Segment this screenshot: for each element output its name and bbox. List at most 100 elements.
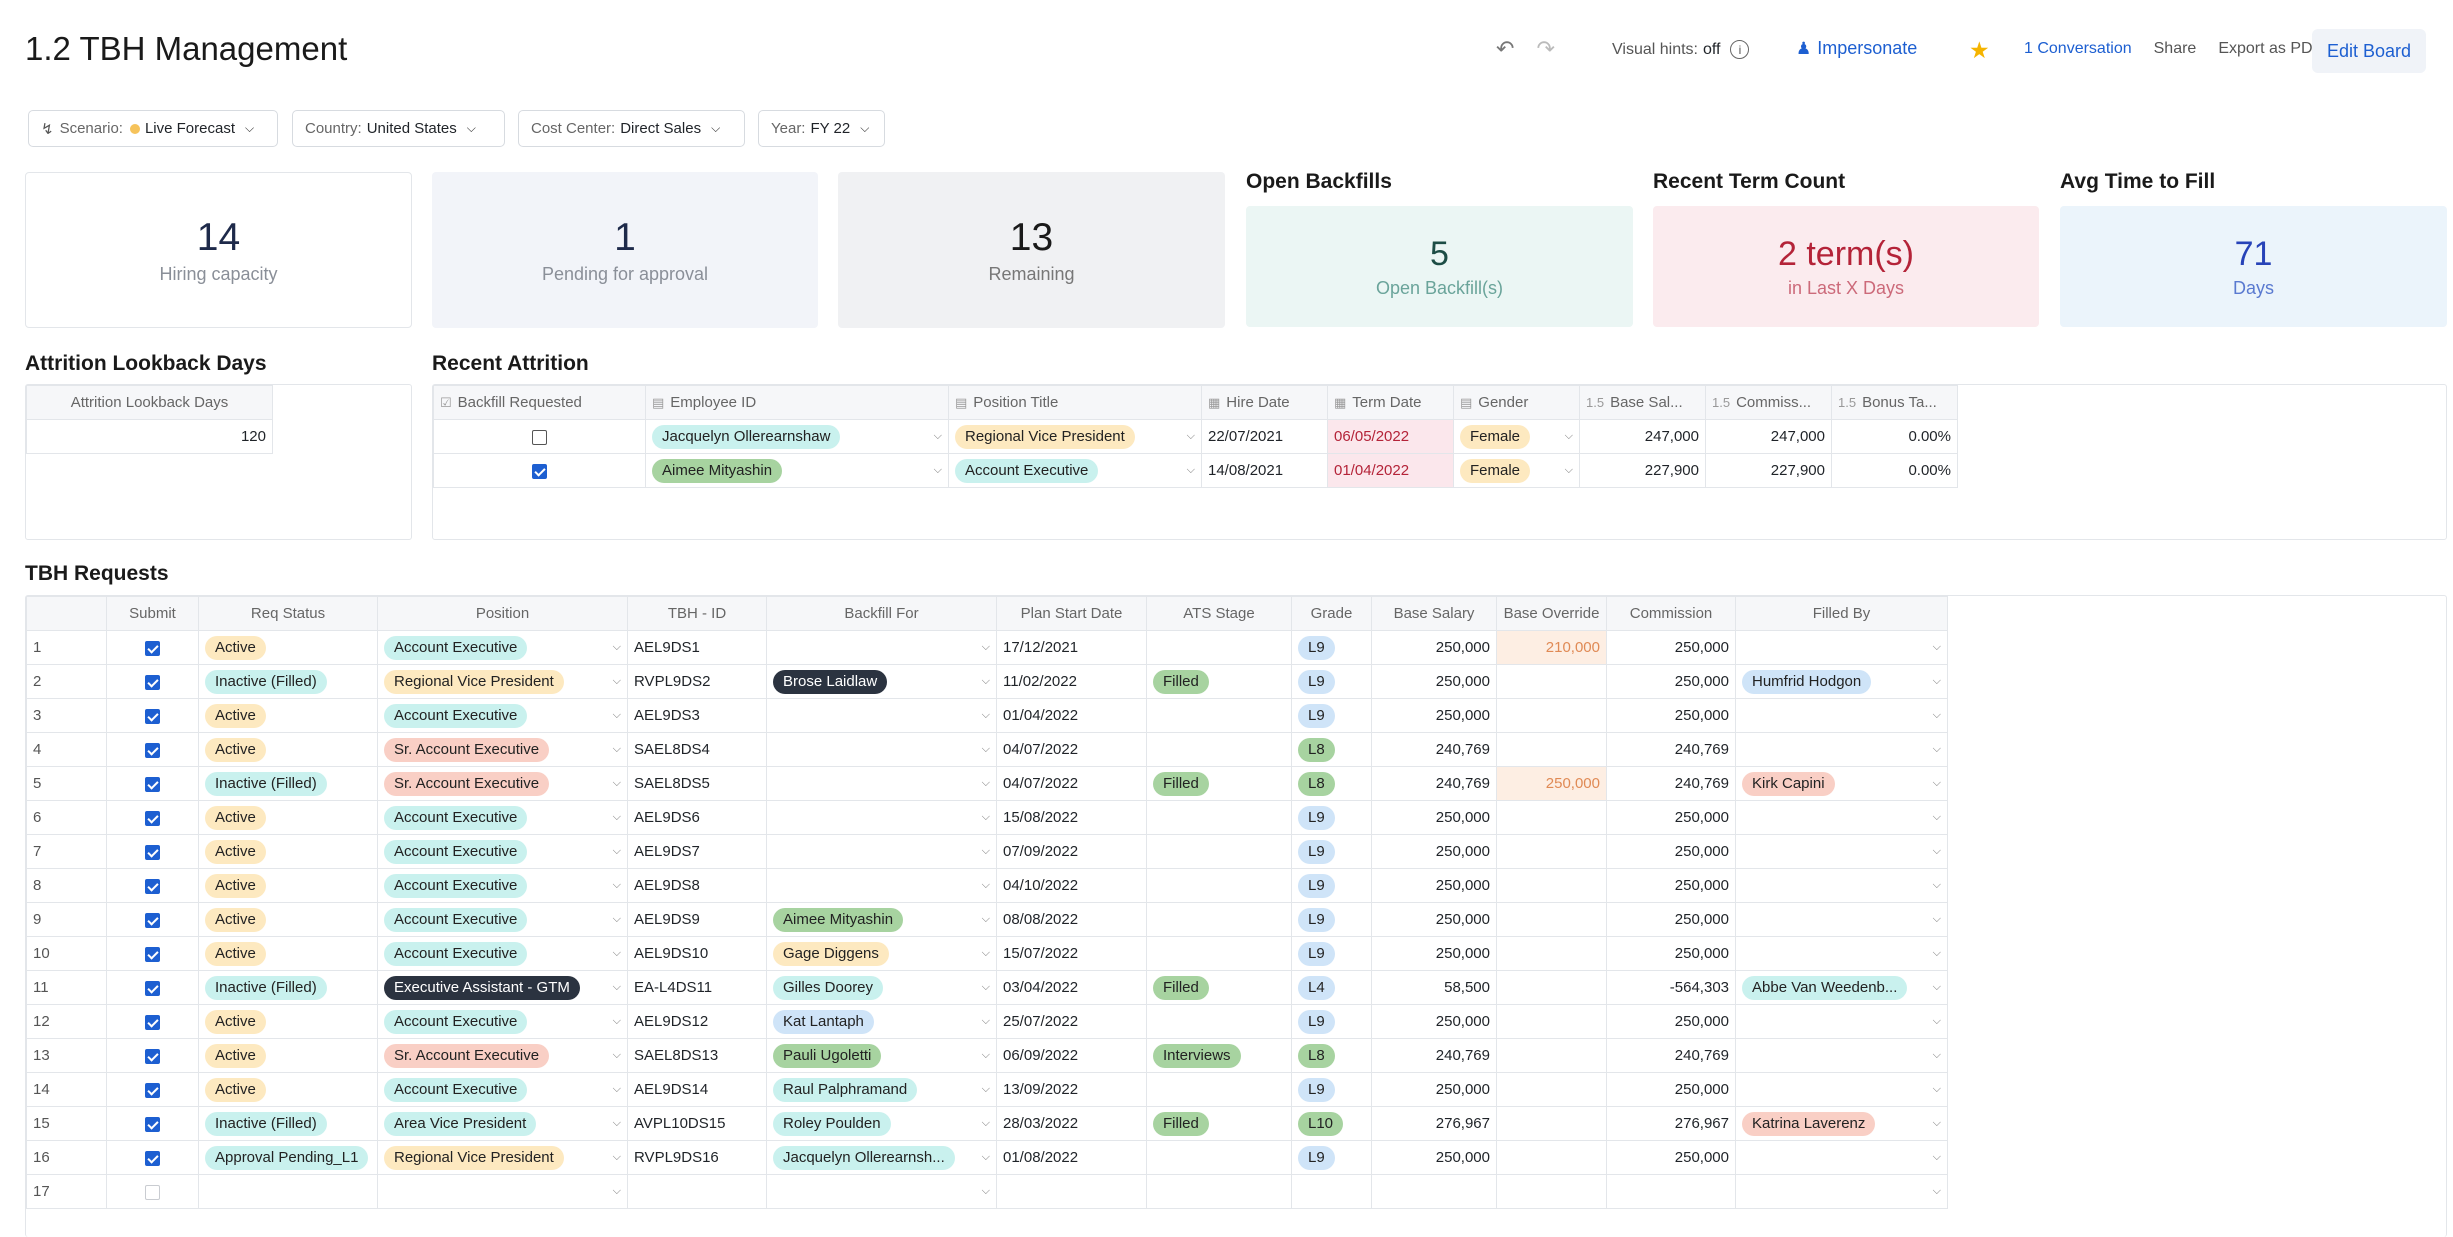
tbh-id-cell[interactable]: AEL9DS12: [627, 1004, 767, 1039]
checkbox[interactable]: [145, 878, 160, 894]
column-header[interactable]: Backfill For: [766, 596, 997, 631]
filled-by-cell[interactable]: ⌵: [1735, 1072, 1948, 1107]
backfill-for-cell[interactable]: ⌵: [766, 1174, 997, 1209]
checkbox[interactable]: [145, 946, 160, 962]
tbh-id-cell[interactable]: AEL9DS14: [627, 1072, 767, 1107]
submit-cell[interactable]: [106, 732, 199, 767]
base-salary-cell[interactable]: 240,769: [1371, 732, 1497, 767]
backfill-requested-cell[interactable]: [433, 453, 646, 488]
gender-cell[interactable]: Female ⌵: [1453, 419, 1580, 454]
submit-cell[interactable]: [106, 1038, 199, 1073]
ats-stage-cell[interactable]: [1146, 868, 1292, 903]
column-header[interactable]: Base Salary: [1371, 596, 1497, 631]
ats-stage-cell[interactable]: Filled: [1146, 664, 1292, 699]
checkbox[interactable]: [145, 742, 160, 758]
grade-cell[interactable]: L4: [1291, 970, 1372, 1005]
column-header[interactable]: ATS Stage: [1146, 596, 1292, 631]
ats-stage-cell[interactable]: [1146, 1004, 1292, 1039]
filled-by-cell[interactable]: ⌵: [1735, 936, 1948, 971]
filled-by-cell[interactable]: Humfrid Hodgon ⌵: [1735, 664, 1948, 699]
base-salary-cell[interactable]: 247,000: [1579, 419, 1706, 454]
grade-cell[interactable]: L9: [1291, 868, 1372, 903]
plan-start-date-cell[interactable]: 15/07/2022: [996, 936, 1147, 971]
submit-cell[interactable]: [106, 698, 199, 733]
commission-cell[interactable]: 250,000: [1606, 1140, 1736, 1175]
ats-stage-cell[interactable]: [1146, 1174, 1292, 1209]
tbh-id-cell[interactable]: AEL9DS7: [627, 834, 767, 869]
checkbox[interactable]: [145, 1116, 160, 1132]
commission-cell[interactable]: 227,900: [1705, 453, 1832, 488]
backfill-for-cell[interactable]: Kat Lantaph ⌵: [766, 1004, 997, 1039]
column-header[interactable]: ▤ Position Title: [948, 385, 1202, 420]
column-header[interactable]: Submit: [106, 596, 199, 631]
base-override-cell[interactable]: [1496, 1106, 1607, 1141]
backfill-for-cell[interactable]: ⌵: [766, 800, 997, 835]
filled-by-cell[interactable]: ⌵: [1735, 868, 1948, 903]
tbh-id-cell[interactable]: AEL9DS3: [627, 698, 767, 733]
base-override-cell[interactable]: [1496, 800, 1607, 835]
ats-stage-cell[interactable]: [1146, 936, 1292, 971]
checkbox[interactable]: [145, 640, 160, 656]
submit-cell[interactable]: [106, 664, 199, 699]
tbh-id-cell[interactable]: EA-L4DS11: [627, 970, 767, 1005]
tbh-id-cell[interactable]: AEL9DS1: [627, 630, 767, 665]
filled-by-cell[interactable]: ⌵: [1735, 1004, 1948, 1039]
base-override-cell[interactable]: [1496, 1038, 1607, 1073]
base-salary-cell[interactable]: 250,000: [1371, 630, 1497, 665]
commission-cell[interactable]: 276,967: [1606, 1106, 1736, 1141]
base-salary-cell[interactable]: 240,769: [1371, 1038, 1497, 1073]
checkbox[interactable]: [145, 674, 160, 690]
plan-start-date-cell[interactable]: 01/04/2022: [996, 698, 1147, 733]
base-override-cell[interactable]: [1496, 936, 1607, 971]
grade-cell[interactable]: L9: [1291, 630, 1372, 665]
scenario-filter[interactable]: ↯ Scenario: Live Forecast ⌵: [28, 110, 278, 147]
filled-by-cell[interactable]: ⌵: [1735, 732, 1948, 767]
grade-cell[interactable]: L9: [1291, 698, 1372, 733]
grade-cell[interactable]: L9: [1291, 1140, 1372, 1175]
filled-by-cell[interactable]: ⌵: [1735, 834, 1948, 869]
position-cell[interactable]: Sr. Account Executive ⌵: [377, 1038, 628, 1073]
filled-by-cell[interactable]: ⌵: [1735, 800, 1948, 835]
position-title-cell[interactable]: Regional Vice President ⌵: [948, 419, 1202, 454]
country-filter[interactable]: Country: United States ⌵: [292, 110, 505, 147]
plan-start-date-cell[interactable]: 28/03/2022: [996, 1106, 1147, 1141]
grade-cell[interactable]: L9: [1291, 834, 1372, 869]
submit-cell[interactable]: [106, 868, 199, 903]
share-button[interactable]: Share: [2153, 40, 2197, 57]
submit-cell[interactable]: [106, 1140, 199, 1175]
ats-stage-cell[interactable]: Interviews: [1146, 1038, 1292, 1073]
tbh-id-cell[interactable]: RVPL9DS16: [627, 1140, 767, 1175]
commission-cell[interactable]: 250,000: [1606, 936, 1736, 971]
column-header[interactable]: ▤ Gender: [1453, 385, 1580, 420]
backfill-for-cell[interactable]: Roley Poulden ⌵: [766, 1106, 997, 1141]
base-override-cell[interactable]: 250,000: [1496, 766, 1607, 801]
submit-cell[interactable]: [106, 766, 199, 801]
backfill-for-cell[interactable]: ⌵: [766, 766, 997, 801]
base-salary-cell[interactable]: 250,000: [1371, 1140, 1497, 1175]
backfill-for-cell[interactable]: Gage Diggens ⌵: [766, 936, 997, 971]
tbh-id-cell[interactable]: AVPL10DS15: [627, 1106, 767, 1141]
submit-cell[interactable]: [106, 902, 199, 937]
position-cell[interactable]: Regional Vice President ⌵: [377, 1140, 628, 1175]
ats-stage-cell[interactable]: Filled: [1146, 970, 1292, 1005]
plan-start-date-cell[interactable]: 07/09/2022: [996, 834, 1147, 869]
grade-cell[interactable]: L8: [1291, 732, 1372, 767]
conversation-link[interactable]: 1 Conversation: [2024, 40, 2132, 57]
backfill-for-cell[interactable]: ⌵: [766, 868, 997, 903]
hire-date-cell[interactable]: 22/07/2021: [1201, 419, 1328, 454]
term-date-cell[interactable]: 01/04/2022: [1327, 453, 1454, 488]
column-header[interactable]: Position: [377, 596, 628, 631]
base-salary-cell[interactable]: 250,000: [1371, 834, 1497, 869]
tbh-id-cell[interactable]: SAEL8DS4: [627, 732, 767, 767]
checkbox[interactable]: [145, 1048, 160, 1064]
ats-stage-cell[interactable]: [1146, 902, 1292, 937]
commission-cell[interactable]: 240,769: [1606, 1038, 1736, 1073]
ats-stage-cell[interactable]: [1146, 698, 1292, 733]
plan-start-date-cell[interactable]: 04/07/2022: [996, 766, 1147, 801]
tbh-id-cell[interactable]: AEL9DS6: [627, 800, 767, 835]
commission-cell[interactable]: 250,000: [1606, 1072, 1736, 1107]
base-salary-cell[interactable]: 250,000: [1371, 698, 1497, 733]
checkbox[interactable]: [145, 844, 160, 860]
filled-by-cell[interactable]: ⌵: [1735, 1038, 1948, 1073]
filled-by-cell[interactable]: ⌵: [1735, 1140, 1948, 1175]
